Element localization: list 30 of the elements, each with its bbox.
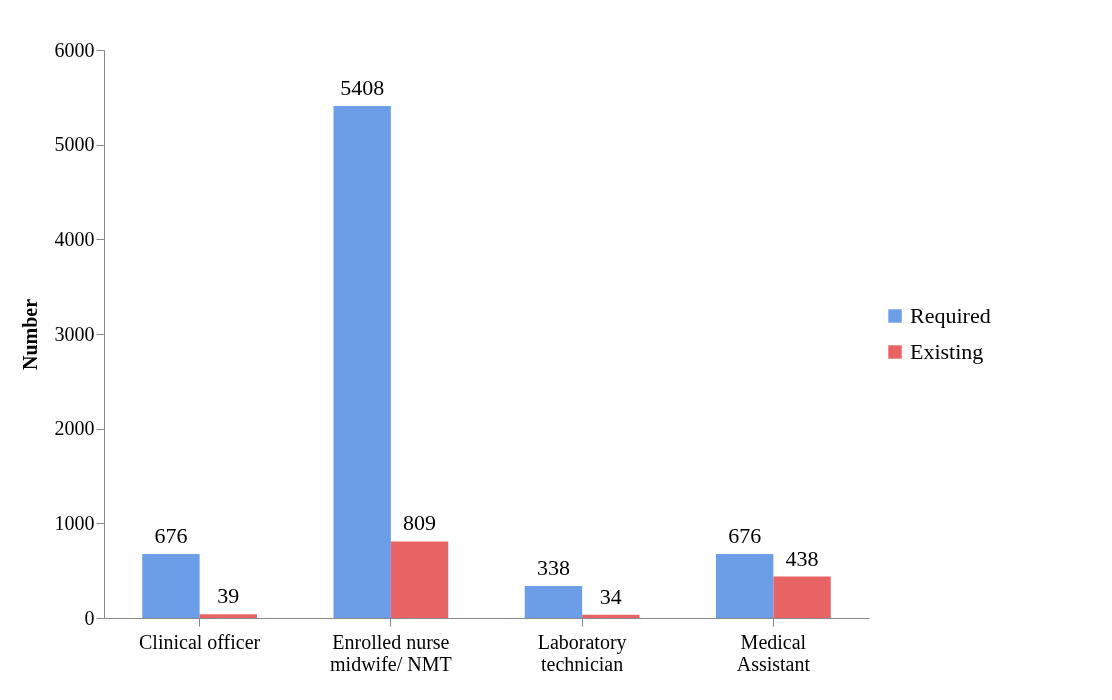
y-tick-label: 2000 <box>54 417 95 440</box>
x-tick-label: Medical Assistant <box>736 630 811 675</box>
bar <box>142 554 200 618</box>
bar <box>773 576 831 618</box>
bar <box>199 614 257 618</box>
y-tick-label: 3000 <box>54 322 95 345</box>
data-label: 5408 <box>340 75 385 101</box>
x-tick-label: Clinical officer <box>139 630 261 653</box>
data-label: 39 <box>217 583 240 609</box>
y-axis-title: Number <box>18 298 41 371</box>
x-tick-label: Enrolled nurse midwife/ NMT <box>330 630 452 675</box>
y-tick-label: 0 <box>84 606 95 629</box>
data-label: 338 <box>536 555 570 580</box>
data-label: 809 <box>403 510 437 536</box>
data-label: 676 <box>154 523 188 549</box>
bar <box>716 554 774 618</box>
legend-label: Required <box>910 303 991 328</box>
y-tick-label: 6000 <box>54 38 95 61</box>
data-label: 676 <box>728 523 762 549</box>
bar <box>390 541 449 618</box>
y-tick-label: 1000 <box>54 511 95 534</box>
legend-label: Existing <box>910 339 984 364</box>
y-tick-label: 5000 <box>54 133 95 156</box>
data-label: 34 <box>599 583 622 609</box>
y-tick-label: 4000 <box>54 227 95 250</box>
bar <box>582 614 640 618</box>
bar <box>333 106 391 618</box>
data-label: 438 <box>785 545 819 571</box>
x-tick-label: Laboratory technician <box>537 630 627 675</box>
bar <box>524 586 583 618</box>
